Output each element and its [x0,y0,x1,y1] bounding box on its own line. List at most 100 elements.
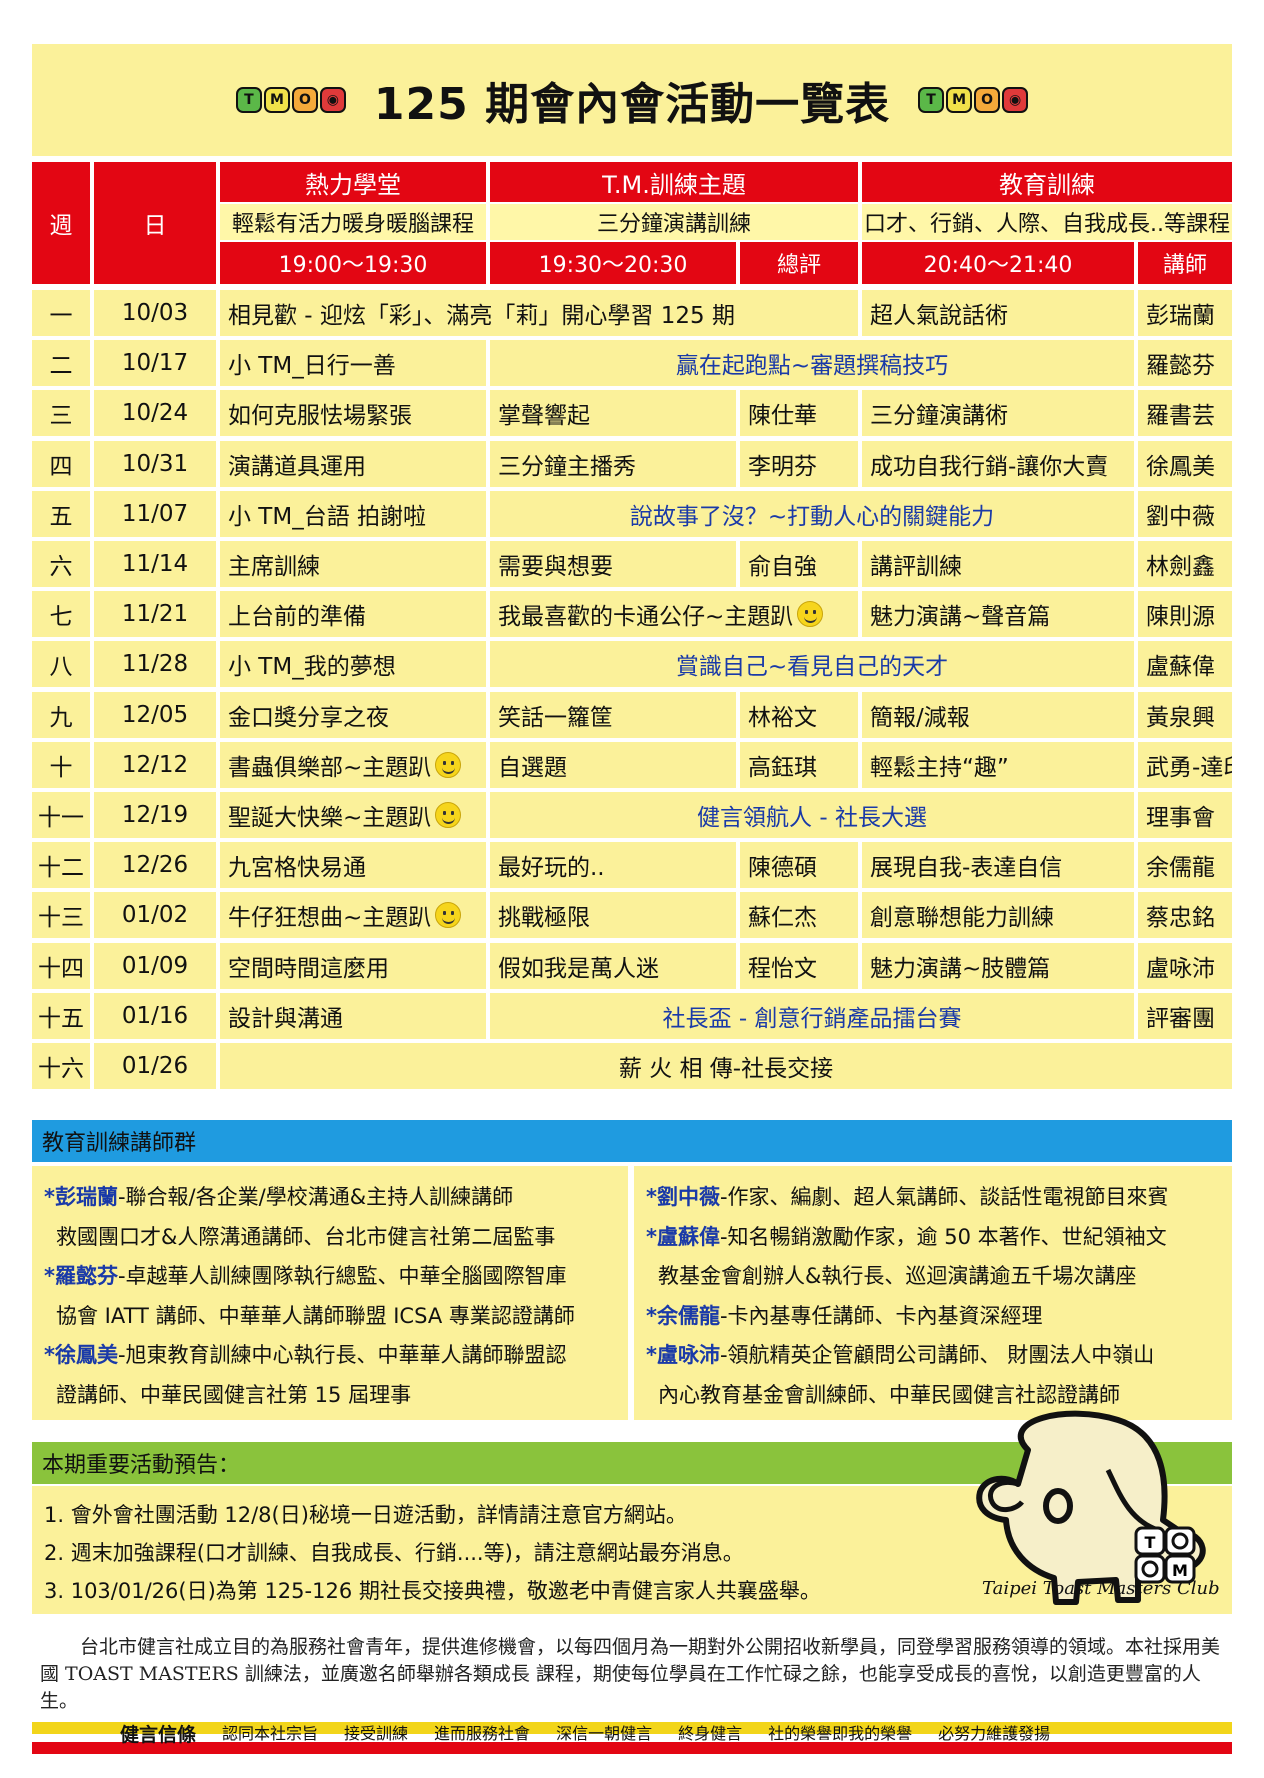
creed-item: 進而服務社會 [434,1724,531,1743]
about-paragraph: 台北市健言社成立目的為服務社會青年，提供進修機會，以每四個月為一期對外公開招收新… [40,1636,1221,1712]
teacher-cell-text: 盧蘇偉 [1146,654,1215,681]
week-cell: 一 [32,290,90,336]
header-col3-title: 教育訓練 [862,162,1232,202]
judge-cell-text: 程怡文 [748,955,817,982]
date-cell: 11/07 [94,490,216,537]
creed-bar-red [32,1742,1232,1754]
activity-cell: 九宮格快易通 [220,842,486,889]
teacher-entry: *劉中薇-作家、編劇、超人氣講師、談話性電視節目來賓 [646,1178,1220,1218]
date-cell-text: 11/21 [121,601,189,628]
activity-cell: 金口獎分享之夜 [220,691,486,738]
header-col3-time: 20:40～21:40 [862,242,1134,284]
week-cell: 十一 [32,792,90,838]
topic-cell-text: 健言領航人 - 社長大選 [697,805,927,831]
header-col2-time: 19:30～20:30 [490,242,736,284]
judge-cell-text: 俞自強 [748,554,817,580]
mascot-illustration: T M [976,1410,1206,1605]
judge-cell-text: 陳仕華 [748,403,817,430]
activity-cell-text: 設計與溝通 [228,1005,343,1032]
schedule-row: 十 12/12 書蟲俱樂部~主題趴 自選題 高鈺琪 輕鬆主持“趣” 武勇-達印 [32,741,1232,788]
logo-mic-icon: ◉ [319,87,346,113]
teacher-desc: -旭東教育訓練中心執行長、中華華人講師聯盟認 [117,1343,567,1367]
teacher-entry: *余儒龍-卡內基專任講師、卡內基資深經理 [646,1297,1220,1337]
teachers-title: 教育訓練講師群 [32,1120,1232,1162]
teachers-section: *彭瑞蘭-聯合報/各企業/學校溝通&主持人訓練講師 救國團口才&人際溝通講師、台北… [32,1166,1232,1420]
creed-bar-yellow [32,1722,1232,1734]
date-cell-text: 01/02 [121,902,189,929]
date-cell-text: 12/26 [121,852,189,879]
date-cell: 10/17 [94,340,216,387]
teacher-cell-text: 武勇-達印 [1146,754,1232,781]
teacher-cell: 蔡忠銘 [1138,892,1232,939]
course-cell: 魅力演講~肢體篇 [862,942,1134,989]
schedule-row: 十六 01/26 薪 火 相 傳-社長交接 [32,1043,1232,1089]
date-cell: 01/09 [94,942,216,989]
teacher-desc: -卓越華人訓練團隊執行總監、中華全腦國際智庫 [117,1264,567,1288]
date-cell-text: 12/19 [121,802,189,828]
teacher-name: *羅懿芬 [44,1264,118,1288]
schedule-row: 一 10/03 相見歡 - 迎炫「彩」、滿亮「莉」開心學習 125 期 超人氣說話術 彭… [32,290,1232,336]
activity-cell-text: 相見歡 - 迎炫「彩」、滿亮「莉」開心學習 125 期 [228,303,735,329]
course-cell-text: 成功自我行銷-讓你大賣 [870,453,1109,480]
date-cell: 11/21 [94,591,216,638]
teacher-name: *盧蘇偉 [646,1224,720,1249]
date-cell-text: 01/26 [121,1053,189,1079]
schedule-row: 七 11/21 上台前的準備 我最喜歡的卡通公仔~主題趴 魅力演講~聲音篇 陳則源 [32,591,1232,638]
topic-cell-text: 假如我是萬人迷 [498,955,659,982]
judge-cell-text: 蘇仁杰 [748,905,817,932]
teacher-desc: -領航精英企管顧問公司講師、 財團法人中嶺山 [719,1343,1155,1367]
teacher-name: *徐鳳美 [44,1343,118,1367]
topic-cell: 笑話一籮筐 [490,691,736,738]
schedule-row: 十三 01/02 牛仔狂想曲~主題趴 挑戰極限 蘇仁杰 創意聯想能力訓練 蔡忠銘 [32,892,1232,939]
teacher-cell-text: 林劍鑫 [1146,554,1215,580]
notice-item: 2. 週末加強課程(口才訓練、自我成長、行銷....等)，請注意網站最夯消息。 [44,1541,744,1565]
activity-cell: 設計與溝通 [220,992,486,1039]
date-cell-text: 10/24 [121,400,189,427]
course-cell-text: 講評訓練 [870,554,962,580]
course-cell-text: 魅力演講~聲音篇 [870,604,1051,631]
date-cell: 12/19 [94,792,216,838]
week-cell: 十二 [32,842,90,889]
judge-cell-text: 高鈺琪 [748,754,817,781]
teacher-cell-text: 羅書芸 [1146,403,1215,430]
course-cell-text: 三分鐘演講術 [870,403,1008,430]
topic-cell: 假如我是萬人迷 [490,942,736,989]
teacher-entry: *彭瑞蘭-聯合報/各企業/學校溝通&主持人訓練講師 [44,1178,616,1218]
teacher-cell: 武勇-達印 [1138,741,1232,788]
title-band: T M O ◉ 125 期會內會活動一覽表 T M O ◉ [32,44,1232,156]
date-cell-text: 10/03 [121,300,189,326]
activity-cell: 空間時間這麼用 [220,942,486,989]
logo-t: T [918,87,945,113]
date-cell: 10/31 [94,440,216,487]
topic-cell: 挑戰極限 [490,892,736,939]
smiley-icon [435,751,462,778]
teacher-entry: *盧蘇偉-知名暢銷激勵作家，逾 50 本著作、世紀領袖文 [646,1218,1220,1258]
topic-cell-text: 挑戰極限 [498,905,590,932]
judge-cell: 蘇仁杰 [740,892,858,939]
teacher-cell: 盧咏沛 [1138,942,1232,989]
teacher-desc-cont: 證講師、中華民國健言社第 15 屆理事 [56,1382,412,1407]
judge-cell: 程怡文 [740,942,858,989]
course-cell: 創意聯想能力訓練 [862,892,1134,939]
teacher-desc: -卡內基專任講師、卡內基資深經理 [719,1303,1043,1328]
week-cell-text: 十五 [38,1005,84,1032]
teacher-name: *劉中薇 [646,1185,720,1209]
activity-cell: 小 TM_台語 拍謝啦 [220,490,486,537]
header-col2-judge: 總評 [740,242,858,284]
header-col2-title: T.M.訓練主題 [490,162,858,202]
teacher-cell-text: 徐鳳美 [1146,453,1215,480]
tm-logo-left: T M O ◉ [235,87,346,113]
activity-cell: 書蟲俱樂部~主題趴 [220,741,486,788]
week-cell-text: 六 [49,554,73,580]
week-cell-text: 十 [49,754,73,781]
teacher-cell: 理事會 [1138,792,1232,838]
activity-cell: 聖誕大快樂~主題趴 [220,792,486,838]
topic-cell-text: 掌聲響起 [498,403,590,430]
logo-mic-icon: ◉ [1002,87,1029,113]
week-cell: 十三 [32,892,90,939]
teacher-cell: 羅書芸 [1138,390,1232,437]
week-cell-text: 十三 [38,905,84,932]
date-cell-text: 10/31 [121,450,189,477]
activity-cell-text: 空間時間這麼用 [228,955,389,982]
smiley-icon [435,902,462,929]
